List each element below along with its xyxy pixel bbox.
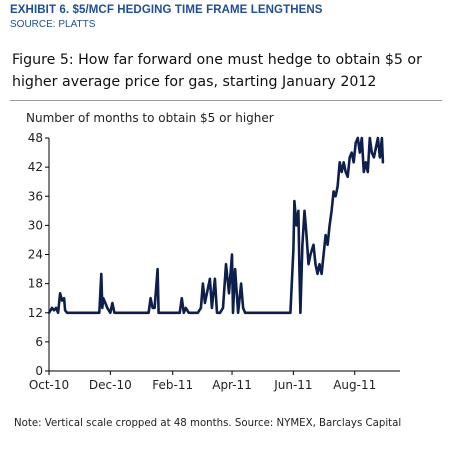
y-tick-label: 48 (28, 131, 43, 145)
y-tick-label: 24 (28, 248, 43, 262)
y-tick-label: 0 (35, 364, 43, 378)
plot-area (47, 136, 385, 315)
x-tick-label: Feb-11 (152, 378, 193, 392)
series-line (47, 136, 385, 315)
chart-title: Figure 5: How far forward one must hedge… (12, 52, 422, 90)
y-tick-label: 12 (28, 306, 43, 320)
y-tick-label: 42 (28, 160, 43, 174)
y-tick-label: 18 (28, 277, 43, 291)
x-tick-label: Dec-10 (89, 378, 132, 392)
y-tick-label: 36 (28, 189, 43, 203)
x-tick-label: Jun-11 (273, 378, 312, 392)
y-tick-label: 6 (35, 335, 43, 349)
source-label: SOURCE: PLATTS (10, 19, 96, 30)
title-divider (10, 100, 442, 101)
line-chart: Number of months to obtain $5 or higher … (26, 111, 400, 392)
y-axis-label: Number of months to obtain $5 or higher (26, 111, 274, 125)
x-ticks: Oct-10 Dec-10 Feb-11 Apr-11 Jun-11 Aug-11 (29, 371, 376, 392)
x-tick-label: Oct-10 (29, 378, 69, 392)
x-tick-label: Apr-11 (212, 378, 252, 392)
exhibit-title: EXHIBIT 6. $5/MCF HEDGING TIME FRAME LEN… (10, 4, 323, 16)
y-ticks: 0 6 12 18 24 30 36 42 48 (28, 131, 49, 378)
x-tick-label: Aug-11 (333, 378, 376, 392)
y-tick-label: 30 (28, 218, 43, 232)
chart-note: Note: Vertical scale cropped at 48 month… (14, 418, 402, 429)
